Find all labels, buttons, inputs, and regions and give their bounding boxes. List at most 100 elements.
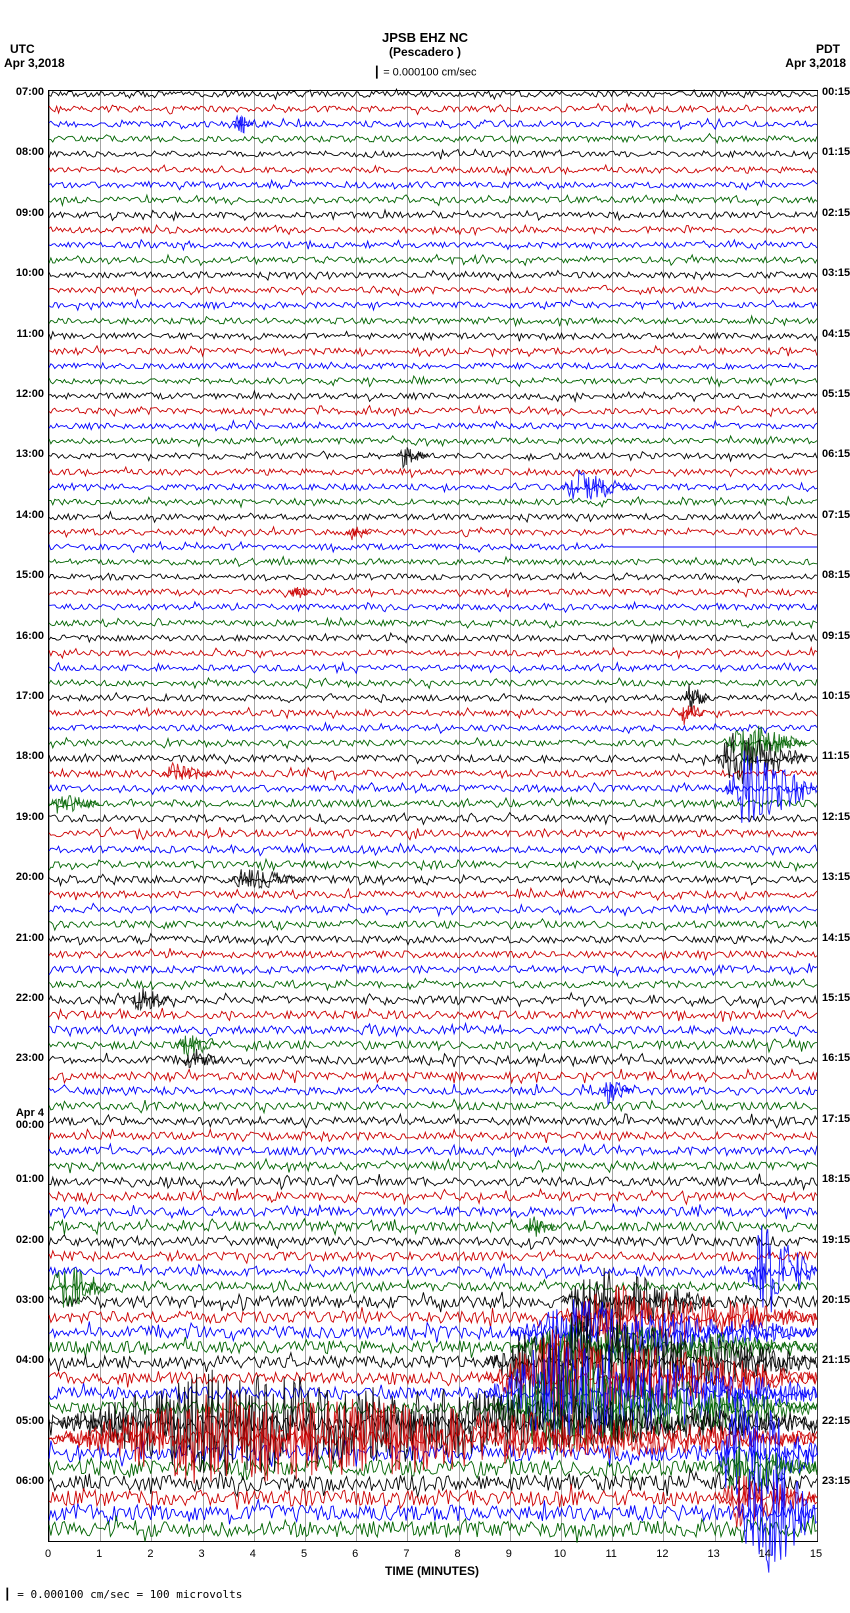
left-hour-label: 16:00	[16, 630, 44, 642]
seismogram-page: JPSB EHZ NC (Pescadero ) ┃ = 0.000100 cm…	[0, 0, 850, 1613]
right-hour-label: 14:15	[822, 932, 850, 944]
left-hour-label: 20:00	[16, 871, 44, 883]
trace-row	[49, 553, 817, 573]
trace-row	[49, 206, 817, 226]
event-burst	[561, 469, 638, 509]
trace-row	[49, 251, 817, 271]
trace-row	[49, 1094, 817, 1118]
event-burst	[49, 792, 100, 820]
event-burst	[49, 1388, 817, 1492]
left-hour-label: 18:00	[16, 750, 44, 762]
station-id: JPSB EHZ NC	[0, 30, 850, 45]
x-tick-label: 13	[707, 1548, 719, 1560]
trace-row	[49, 342, 817, 362]
trace-row	[49, 145, 817, 165]
trace-row	[49, 538, 817, 558]
trace-row	[49, 568, 817, 588]
right-hour-label: 09:15	[822, 630, 850, 642]
trace-row	[49, 959, 817, 980]
left-hour-label: 15:00	[16, 569, 44, 581]
x-tick-label: 2	[147, 1548, 153, 1560]
trace-row	[49, 839, 817, 860]
x-tick-label: 10	[554, 1548, 566, 1560]
trace-row	[49, 884, 817, 905]
trace-row	[49, 629, 817, 649]
left-hour-label: 06:00	[16, 1475, 44, 1487]
trace-row	[49, 281, 817, 301]
trace-row	[49, 176, 817, 196]
trace-row	[49, 659, 817, 679]
left-hour-labels: 07:0008:0009:0010:0011:0012:0013:0014:00…	[4, 90, 46, 1540]
right-hour-label: 22:15	[822, 1415, 850, 1427]
left-date: Apr 3,2018	[4, 56, 65, 70]
right-hour-label: 23:15	[822, 1475, 850, 1487]
right-hour-label: 17:15	[822, 1113, 850, 1125]
left-hour-label: 23:00	[16, 1052, 44, 1064]
trace-row	[49, 402, 817, 422]
x-tick-label: 7	[403, 1548, 409, 1560]
trace-row	[49, 115, 817, 135]
x-tick-label: 11	[605, 1548, 616, 1560]
scale-label-top: = 0.000100 cm/sec	[383, 66, 476, 78]
right-hour-label: 05:15	[822, 388, 850, 400]
trace-row	[49, 478, 817, 498]
right-hour-label: 18:15	[822, 1173, 850, 1185]
right-hour-labels: 00:1501:1502:1503:1504:1505:1506:1507:15…	[820, 90, 850, 1540]
trace-row	[49, 1124, 817, 1148]
right-hour-label: 07:15	[822, 509, 850, 521]
event-burst	[233, 110, 253, 142]
trace-row	[49, 1079, 817, 1103]
left-hour-label: Apr 400:00	[16, 1107, 44, 1131]
trace-row	[49, 734, 817, 754]
trace-row	[49, 221, 817, 241]
right-hour-label: 04:15	[822, 328, 850, 340]
right-hour-label: 15:15	[822, 992, 850, 1004]
trace-row	[49, 1154, 817, 1178]
left-hour-label: 19:00	[16, 811, 44, 823]
trace-row	[49, 432, 817, 452]
x-tick-label: 1	[96, 1548, 102, 1560]
trace-row	[49, 191, 817, 211]
left-hour-label: 09:00	[16, 207, 44, 219]
event-burst	[131, 986, 172, 1018]
bottom-legend: ┃ = 0.000100 cm/sec = 100 microvolts	[4, 1588, 242, 1601]
left-hour-label: 17:00	[16, 690, 44, 702]
trace-row	[49, 614, 817, 634]
right-hour-label: 11:15	[822, 750, 850, 762]
left-hour-label: 13:00	[16, 448, 44, 460]
event-burst	[679, 698, 705, 732]
right-hour-label: 01:15	[822, 146, 850, 158]
left-hour-label: 01:00	[16, 1173, 44, 1185]
event-burst	[525, 1215, 556, 1243]
right-date: Apr 3,2018	[785, 56, 846, 70]
trace-row	[49, 296, 817, 316]
trace-row	[49, 417, 817, 437]
event-burst	[346, 522, 372, 546]
trace-row	[49, 1489, 817, 1537]
trace-row	[49, 944, 817, 965]
trace-row	[49, 598, 817, 618]
trace-row	[49, 463, 817, 483]
left-hour-label: 08:00	[16, 146, 44, 158]
trace-row	[49, 447, 817, 467]
left-hour-label: 04:00	[16, 1354, 44, 1366]
right-hour-label: 13:15	[822, 871, 850, 883]
left-hour-label: 22:00	[16, 992, 44, 1004]
trace-row	[49, 869, 817, 890]
x-tick-label: 12	[656, 1548, 668, 1560]
trace-row	[49, 823, 817, 844]
left-hour-label: 10:00	[16, 267, 44, 279]
trace-row	[49, 1064, 817, 1088]
event-burst	[49, 1262, 110, 1316]
right-hour-label: 20:15	[822, 1294, 850, 1306]
left-hour-label: 02:00	[16, 1234, 44, 1246]
trace-row	[49, 914, 817, 935]
x-tick-label: 9	[506, 1548, 512, 1560]
right-hour-label: 16:15	[822, 1052, 850, 1064]
right-hour-label: 21:15	[822, 1354, 850, 1366]
trace-row	[49, 327, 817, 347]
trace-row	[49, 312, 817, 332]
event-burst	[182, 1046, 223, 1078]
trace-row	[49, 583, 817, 603]
right-hour-label: 10:15	[822, 690, 850, 702]
